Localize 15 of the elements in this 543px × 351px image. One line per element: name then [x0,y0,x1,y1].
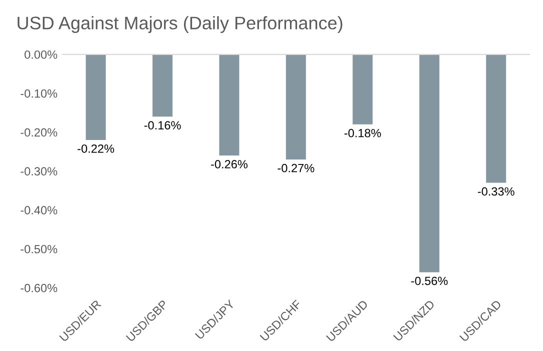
data-label: -0.22% [78,144,114,153]
data-label: -0.56% [411,276,448,286]
y-tick-label: -0.30% [20,167,58,176]
data-label: -0.16% [144,121,181,130]
y-tick-label: 0.00% [24,50,58,59]
data-label: -0.18% [344,128,381,138]
y-tick-label: -0.10% [20,89,58,98]
y-tick-label: -0.20% [20,128,58,137]
y-tick-label: -0.60% [20,284,58,292]
chart-title: USD Against Majors (Daily Performance) [18,16,342,33]
data-label: -0.33% [478,187,514,196]
y-tick-label: -0.50% [20,244,58,254]
data-label: -0.26% [211,160,248,168]
y-tick-label: -0.40% [20,206,58,214]
data-label: -0.27% [278,164,314,172]
